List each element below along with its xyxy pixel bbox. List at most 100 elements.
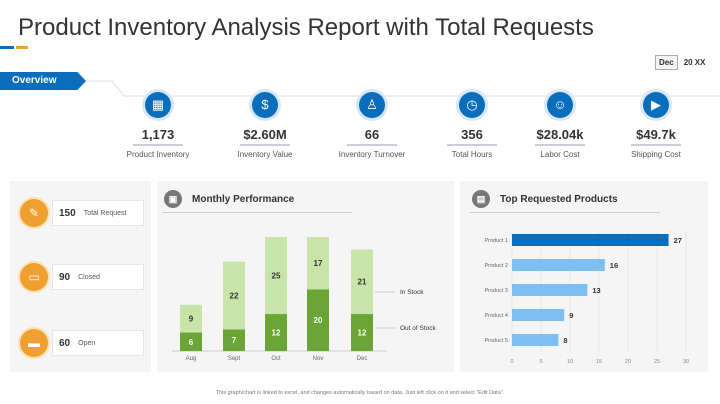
request-stat-total-request: ✎ 150 Total Request: [20, 199, 144, 227]
bar-product-2: [512, 259, 605, 271]
top-products-chart[interactable]: 0 5 10 15 20 25 30 Product 1 27 Product 2 16 Produc…: [460, 181, 708, 372]
bar-out-of-stock: [265, 314, 287, 351]
footnote: This graph/chart is linked to excel, and…: [215, 390, 505, 396]
request-count: 60: [59, 337, 71, 349]
bar-out-of-stock: [223, 329, 245, 351]
x-tick-label: 5: [539, 359, 542, 365]
kpi-value: $28.04k: [536, 127, 584, 142]
kpi-value: 356: [461, 127, 483, 142]
top-products-title: Top Requested Products: [500, 193, 618, 205]
data-label-out-of-stock: 20: [314, 316, 323, 325]
date-year: 20 XX: [683, 58, 706, 67]
x-tick-label: 30: [683, 359, 689, 365]
kpi-underline: [240, 144, 290, 146]
data-label-out-of-stock: 6: [189, 338, 194, 347]
box-icon: ▦: [145, 92, 171, 118]
kpi-inventory-value: $ $2.60M Inventory Value: [215, 92, 315, 159]
data-label-out-of-stock: 7: [232, 336, 237, 345]
x-tick-label: 0: [510, 359, 513, 365]
header-divider: [470, 212, 660, 213]
request-count: 150: [59, 207, 76, 219]
kpi-shipping-cost: ▶ $49.7k Shipping Cost: [606, 92, 706, 159]
y-tick-label: Product 3: [484, 288, 508, 294]
request-stat-open: ▬ 60 Open: [20, 329, 144, 357]
kpi-underline: [347, 144, 397, 146]
user-cost-icon: ☺: [547, 92, 573, 118]
overview-connector: [86, 80, 720, 97]
bar-product-4: [512, 309, 565, 321]
request-stat-box: 60 Open: [52, 330, 144, 356]
data-label: 16: [610, 261, 618, 270]
request-stat-closed: ▭ 90 Closed: [20, 263, 144, 291]
clock-icon: ◷: [459, 92, 485, 118]
data-label: 8: [563, 336, 567, 345]
header-divider: [162, 212, 352, 213]
legend-in-stock: In Stock: [400, 289, 424, 296]
bar-in-stock: [265, 237, 287, 315]
title-accent-line: [0, 46, 14, 49]
x-tick-label: 25: [654, 359, 660, 365]
data-label: 27: [674, 236, 682, 245]
x-tick-label: Nov: [313, 356, 324, 362]
kpi-underline: [447, 144, 497, 146]
top-products-header: ▤ Top Requested Products: [472, 190, 618, 208]
request-count: 90: [59, 271, 71, 283]
y-tick-label: Product 1: [484, 238, 508, 244]
truck-icon: ▶: [643, 92, 669, 118]
data-label-in-stock: 21: [358, 278, 367, 287]
kpi-label: Inventory Value: [237, 150, 293, 159]
y-tick-label: Product 4: [484, 313, 508, 319]
data-label-out-of-stock: 12: [272, 329, 281, 338]
chart-icon: ▣: [164, 190, 182, 208]
y-tick-label: Product 2: [484, 263, 508, 269]
bar-out-of-stock: [307, 289, 329, 351]
kpi-inventory-turnover: ♙ 66 Inventory Turnover: [322, 92, 422, 159]
closed-box-icon: ▭: [20, 263, 48, 291]
data-label-in-stock: 9: [189, 315, 194, 324]
data-label-out-of-stock: 12: [358, 329, 367, 338]
bar-product-5: [512, 334, 559, 346]
bar-product-3: [512, 284, 588, 296]
data-label-in-stock: 25: [272, 272, 281, 281]
page-title: Product Inventory Analysis Report with T…: [18, 14, 594, 41]
x-tick-label: Sept: [228, 356, 241, 362]
x-tick-label: 10: [567, 359, 573, 365]
money-hand-icon: $: [252, 92, 278, 118]
kpi-labor-cost: ☺ $28.04k Labor Cost: [510, 92, 610, 159]
request-icon: ✎: [20, 199, 48, 227]
bar-in-stock: [351, 249, 373, 315]
x-tick-label: Dec: [357, 356, 368, 362]
open-box-icon: ▬: [20, 329, 48, 357]
kpi-label: Shipping Cost: [631, 150, 681, 159]
y-tick-label: Product 5: [484, 338, 508, 344]
kpi-total-hours: ◷ 356 Total Hours: [422, 92, 522, 159]
x-tick-label: Oct: [271, 356, 281, 362]
data-label: 13: [592, 286, 600, 295]
bar-out-of-stock: [180, 332, 202, 351]
request-label: Open: [78, 339, 96, 347]
calendar-icon-month: Dec: [655, 55, 678, 70]
data-label-in-stock: 17: [314, 259, 323, 268]
kpi-product-inventory: ▦ 1,173 Product Inventory: [108, 92, 208, 159]
bar-in-stock: [180, 304, 202, 333]
kpi-label: Labor Cost: [540, 150, 580, 159]
title-accent-line-orange: [16, 46, 28, 49]
kpi-underline: [133, 144, 183, 146]
data-label: 9: [569, 311, 573, 320]
x-tick-label: 20: [625, 359, 631, 365]
request-label: Closed: [78, 273, 100, 281]
data-label-in-stock: 22: [230, 292, 239, 301]
bar-in-stock: [307, 237, 329, 290]
request-label: Total Request: [83, 209, 127, 217]
x-tick-label: Aug: [186, 356, 197, 362]
kpi-value: 66: [364, 127, 380, 142]
bar-product-1: [512, 234, 669, 246]
request-stat-box: 90 Closed: [52, 264, 144, 290]
legend-out-of-stock: Out of Stock: [400, 325, 437, 332]
x-tick-label: 15: [596, 359, 602, 365]
kpi-label: Inventory Turnover: [338, 150, 406, 159]
date-badge: Dec 20 XX: [655, 55, 705, 70]
kpi-value: $2.60M: [243, 127, 287, 142]
kpi-label: Total Hours: [451, 150, 493, 159]
monthly-performance-chart[interactable]: 6 9 Aug 7 22 Sept 12 25 Oct 20 17 Nov 12 21 Dec In Stoc…: [157, 181, 454, 372]
